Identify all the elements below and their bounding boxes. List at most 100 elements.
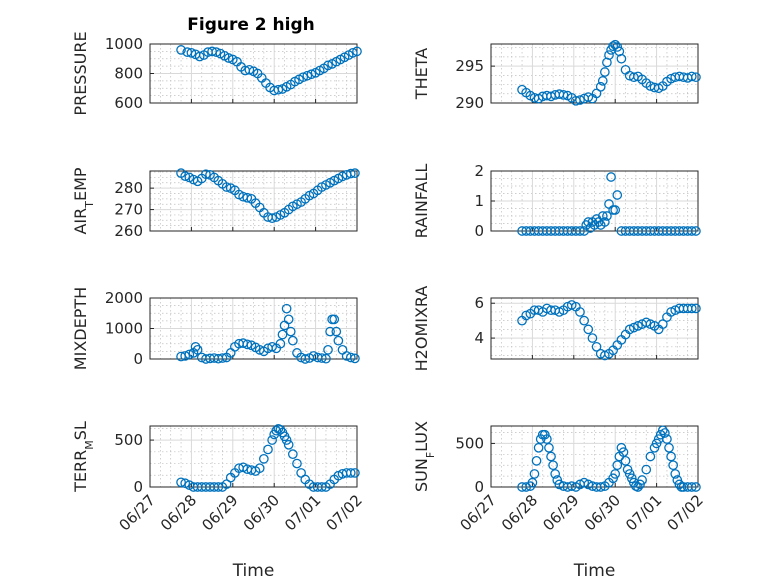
data-point — [599, 67, 610, 77]
data-point — [587, 333, 598, 343]
data-point — [527, 477, 538, 488]
y-axis-label: THETA — [412, 48, 431, 100]
data-point — [254, 463, 265, 474]
x-tick-label: 06/29 — [198, 491, 241, 534]
data-point — [558, 90, 569, 100]
data-point — [531, 456, 542, 466]
data-point — [281, 435, 292, 445]
x-tick-label: 07/01 — [622, 491, 665, 534]
data-point — [292, 458, 302, 469]
data-point — [686, 303, 697, 314]
axes-border — [149, 43, 358, 104]
x-tick-label: 06/30 — [240, 491, 283, 534]
data-point — [345, 168, 356, 179]
data-point — [190, 341, 201, 352]
axes-border — [490, 297, 699, 360]
subplot-3: 260 270 280 AIRTEMP — [71, 167, 360, 240]
y-axis-label: TERRMSL — [71, 421, 96, 493]
data-point — [686, 482, 697, 492]
data-point — [333, 335, 344, 346]
y-tick-label: 1 — [474, 192, 484, 210]
data-point — [281, 303, 292, 314]
data-point — [352, 46, 362, 57]
data-point — [583, 217, 594, 227]
data-point — [348, 47, 358, 58]
data-point — [691, 72, 701, 83]
data-point — [176, 477, 186, 488]
y-tick-label: 1000 — [105, 320, 143, 338]
y-tick-label: 295 — [455, 57, 484, 75]
data-point — [544, 442, 554, 453]
data-point — [641, 464, 652, 475]
y-tick-label: 1000 — [105, 35, 143, 53]
data-point — [350, 353, 360, 364]
data-point — [323, 344, 333, 355]
data-point — [533, 442, 544, 453]
y-axis-label: PRESSURE — [71, 31, 90, 115]
y-tick-label: 270 — [114, 201, 143, 219]
data-point — [194, 51, 205, 62]
axes-border — [149, 425, 358, 488]
data-point — [283, 439, 294, 450]
y-tick-label: 600 — [114, 94, 143, 112]
subplot-5: 0 1000 2000 MIXDEPTH — [71, 287, 360, 370]
data-point — [345, 352, 356, 363]
subplot-7: 0 500 TERRMSL 06/2706/2806/2906/3007/0107/0… — [71, 421, 366, 581]
y-axis-label-main: AIR — [71, 208, 90, 235]
data-point — [595, 482, 606, 492]
data-point — [242, 192, 253, 203]
x-tick-label: 06/29 — [539, 491, 582, 534]
data-point — [548, 460, 558, 471]
data-point — [287, 335, 298, 346]
data-point — [350, 468, 360, 478]
data-point — [597, 211, 608, 221]
x-tick-label: 07/02 — [664, 491, 707, 534]
data-point — [657, 319, 668, 329]
data-point — [575, 307, 585, 317]
y-tick-label: 0 — [474, 222, 484, 240]
data-point — [267, 213, 277, 223]
axes-border — [149, 170, 358, 232]
data-point — [691, 303, 701, 314]
y-axis-label-main: TERR — [71, 450, 90, 493]
data-point — [300, 354, 311, 364]
y-tick-label: 260 — [114, 222, 143, 240]
y-axis-label-rest: SL — [71, 421, 90, 440]
data-point — [223, 53, 234, 63]
data-point — [662, 434, 672, 444]
y-tick-label: 290 — [455, 94, 484, 112]
data-point — [595, 81, 606, 92]
data-point — [620, 456, 631, 466]
figure-title: Figure 2 high — [187, 15, 315, 35]
data-point — [186, 47, 197, 58]
data-point — [201, 169, 211, 180]
x-tick-label: 06/30 — [581, 491, 624, 534]
subplot-6: 4 6 H2OMIXRA — [412, 286, 701, 372]
y-axis-label: H2OMIXRA — [412, 286, 431, 372]
data-point — [283, 314, 294, 325]
y-tick-label: 0 — [133, 350, 143, 368]
data-point — [306, 69, 317, 80]
data-point — [612, 190, 623, 200]
data-point — [610, 205, 621, 215]
data-point — [323, 60, 333, 71]
data-point — [604, 50, 614, 60]
y-axis-label: MIXDEPTH — [71, 287, 90, 370]
x-tick-label: 06/27 — [116, 491, 159, 534]
y-axis-label-rest: EMP — [71, 167, 90, 201]
x-axis-label: Time — [573, 561, 616, 581]
data-point — [550, 469, 561, 479]
data-point — [180, 351, 191, 361]
data-point — [184, 349, 195, 360]
data-point — [670, 469, 681, 479]
x-tick-label: 07/01 — [281, 491, 324, 534]
data-point — [329, 314, 340, 325]
data-point — [176, 45, 186, 55]
y-tick-label: 4 — [474, 329, 484, 347]
x-tick-label: 06/28 — [157, 491, 200, 534]
data-point — [606, 172, 616, 182]
data-point — [273, 84, 284, 95]
data-point — [267, 435, 277, 445]
y-axis-label-main: SUN — [412, 458, 431, 492]
y-tick-label: 2 — [474, 162, 484, 180]
